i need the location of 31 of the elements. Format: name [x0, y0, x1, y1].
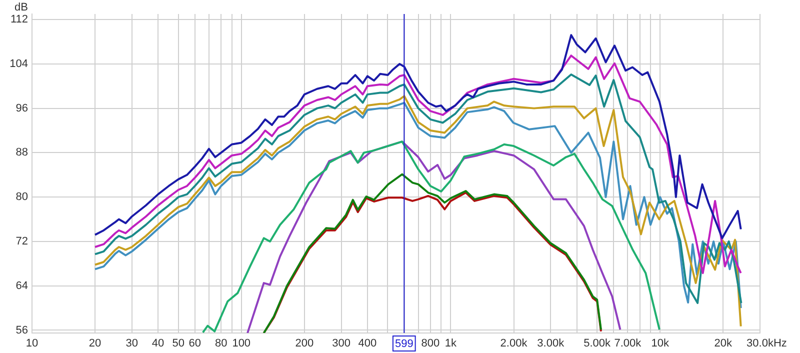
y-tick-label: 88 [16, 146, 28, 159]
x-tick-label: 7.00k [614, 338, 642, 350]
y-tick-label: 72 [16, 235, 28, 248]
y-tick-label: 112 [10, 14, 28, 26]
x-tick-label: 50 [172, 338, 184, 350]
x-tick-label: 30 [126, 338, 138, 350]
y-tick-label: 80 [16, 191, 28, 204]
x-tick-label: 100 [232, 338, 251, 350]
x-tick-label: 80 [214, 338, 228, 350]
x-tick-label: 30.0k [746, 338, 774, 350]
y-axis-title: dB [14, 2, 28, 14]
x-tick-label: 5.00k [584, 338, 612, 350]
x-tick-label: 1k [444, 338, 458, 350]
x-axis-title: Hz [773, 338, 787, 350]
y-tick-label: 64 [16, 280, 28, 292]
x-tick-label: 20 [88, 338, 102, 350]
x-tick-label: 10k [651, 338, 670, 350]
x-tick-label: 2.00k [500, 338, 528, 350]
ref-line-label: 599 [394, 338, 414, 350]
x-tick-label: 3.00k [537, 338, 565, 350]
y-tick-label: 56 [16, 324, 28, 336]
x-tick-label: 40 [152, 338, 164, 350]
x-tick-label: 800 [421, 338, 440, 350]
x-tick-label: 400 [358, 338, 377, 350]
y-tick-label: 96 [16, 102, 28, 114]
x-tick-label: 200 [295, 338, 314, 350]
x-tick-label: 300 [332, 338, 350, 350]
x-tick-label: 60 [188, 338, 202, 350]
x-tick-label: 20k [714, 338, 732, 350]
y-tick-label: 104 [10, 58, 28, 70]
x-tick-label: 10 [26, 338, 38, 350]
